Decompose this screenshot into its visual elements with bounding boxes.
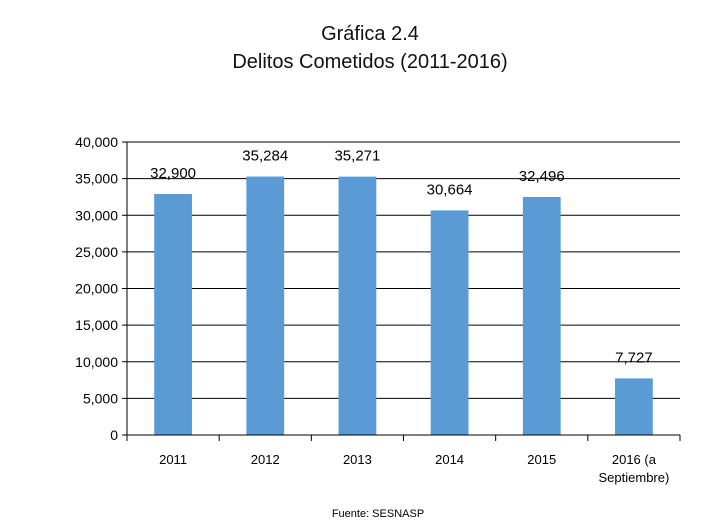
chart-title: Gráfica 2.4 [321, 23, 419, 45]
data-label: 35,284 [242, 148, 288, 165]
chart-subtitle: Delitos Cometidos (2011-2016) [232, 51, 508, 73]
x-tick-label: 2016 (a Septiembre) [599, 452, 670, 485]
bar [154, 194, 192, 435]
y-tick-label: 10,000 [75, 354, 118, 370]
x-tick-label: 2013 [343, 452, 372, 467]
y-tick-label: 15,000 [75, 317, 118, 333]
x-tick-label: 2014 [435, 452, 464, 467]
chart-source: Fuente: SESNASP [331, 508, 425, 520]
data-label: 7,727 [615, 349, 653, 366]
y-tick-label: 5,000 [83, 390, 118, 406]
x-tick-label-line: 2015 [527, 452, 556, 467]
data-label: 30,664 [427, 181, 473, 198]
y-tick-label: 35,000 [75, 171, 118, 187]
chart-title-block: Gráfica 2.4 Delitos Cometidos (2011-2016… [0, 20, 713, 76]
y-tick-label: 40,000 [75, 134, 118, 150]
x-tick-label-line: 2013 [343, 452, 372, 467]
bar [430, 210, 469, 435]
y-tick-label: 0 [110, 427, 118, 443]
x-tick-label-line: 2014 [435, 452, 464, 467]
y-tick-label: 25,000 [75, 244, 118, 260]
y-tick-label: 20,000 [75, 281, 118, 297]
data-label: 32,900 [150, 165, 196, 182]
bar [246, 176, 285, 436]
x-tick-label: 2012 [251, 452, 280, 467]
x-tick-label: 2015 [527, 452, 556, 467]
bar [522, 196, 561, 435]
bar [338, 176, 377, 435]
x-tick-label-line: Septiembre) [599, 470, 670, 485]
x-tick-label-line: 2012 [251, 452, 280, 467]
data-label: 32,496 [519, 168, 565, 185]
x-tick-label: 2011 [159, 452, 187, 467]
x-tick-label-line: 2011 [159, 452, 187, 467]
data-label: 35,271 [334, 148, 380, 165]
y-tick-label: 30,000 [75, 207, 118, 223]
bar [615, 378, 653, 435]
x-tick-label-line: 2016 (a [612, 452, 657, 467]
